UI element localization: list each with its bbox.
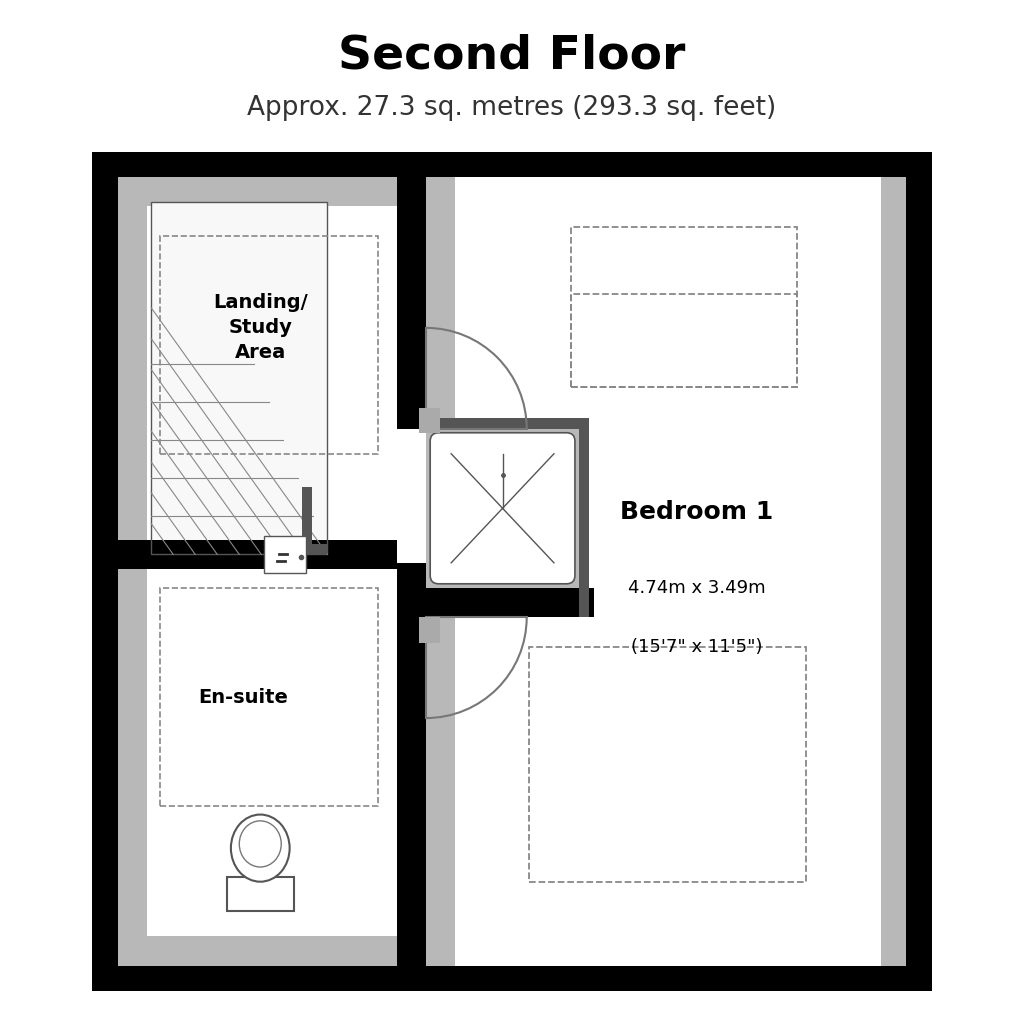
Bar [528, 647, 806, 882]
Bar [877, 177, 906, 966]
Bar [426, 429, 580, 588]
Bar [396, 177, 426, 429]
Bar [118, 177, 906, 206]
Bar [419, 618, 440, 643]
Bar [550, 429, 580, 588]
Bar [160, 236, 378, 454]
Bar [419, 407, 440, 433]
Text: En-suite: En-suite [199, 687, 289, 707]
Bar [426, 419, 589, 429]
Bar [396, 563, 426, 966]
Bar [570, 294, 798, 386]
Ellipse shape [230, 815, 290, 882]
FancyBboxPatch shape [430, 433, 574, 583]
Text: (15'7" x 11'5"): (15'7" x 11'5") [631, 638, 762, 656]
Bar [152, 202, 328, 554]
Text: Bedroom 1: Bedroom 1 [620, 500, 773, 525]
Bar [426, 588, 594, 618]
Bar [160, 588, 378, 806]
Bar [302, 487, 312, 554]
Bar [456, 177, 882, 966]
Text: Approx. 27.3 sq. metres (293.3 sq. feet): Approx. 27.3 sq. metres (293.3 sq. feet) [248, 95, 776, 121]
Bar [152, 202, 328, 554]
Bar [426, 559, 580, 588]
Text: Second Floor: Second Floor [338, 33, 686, 78]
Bar [118, 540, 396, 569]
Bar [118, 177, 147, 966]
Bar [426, 206, 456, 936]
Bar [92, 152, 932, 177]
Text: 4.74m x 3.49m: 4.74m x 3.49m [628, 579, 765, 598]
Text: Landing/
Study
Area: Landing/ Study Area [213, 293, 307, 362]
Bar [92, 152, 118, 991]
Bar [226, 878, 294, 911]
Bar [147, 206, 877, 936]
Bar [426, 429, 456, 588]
Bar [906, 152, 932, 991]
Bar [456, 458, 550, 559]
Bar [570, 227, 798, 386]
Ellipse shape [240, 821, 282, 867]
Bar [118, 936, 906, 966]
Bar [426, 429, 580, 458]
Bar [302, 544, 328, 554]
Bar [426, 177, 456, 966]
Bar [92, 966, 932, 991]
Bar [118, 540, 147, 599]
Bar [580, 429, 589, 618]
Bar [264, 536, 306, 573]
